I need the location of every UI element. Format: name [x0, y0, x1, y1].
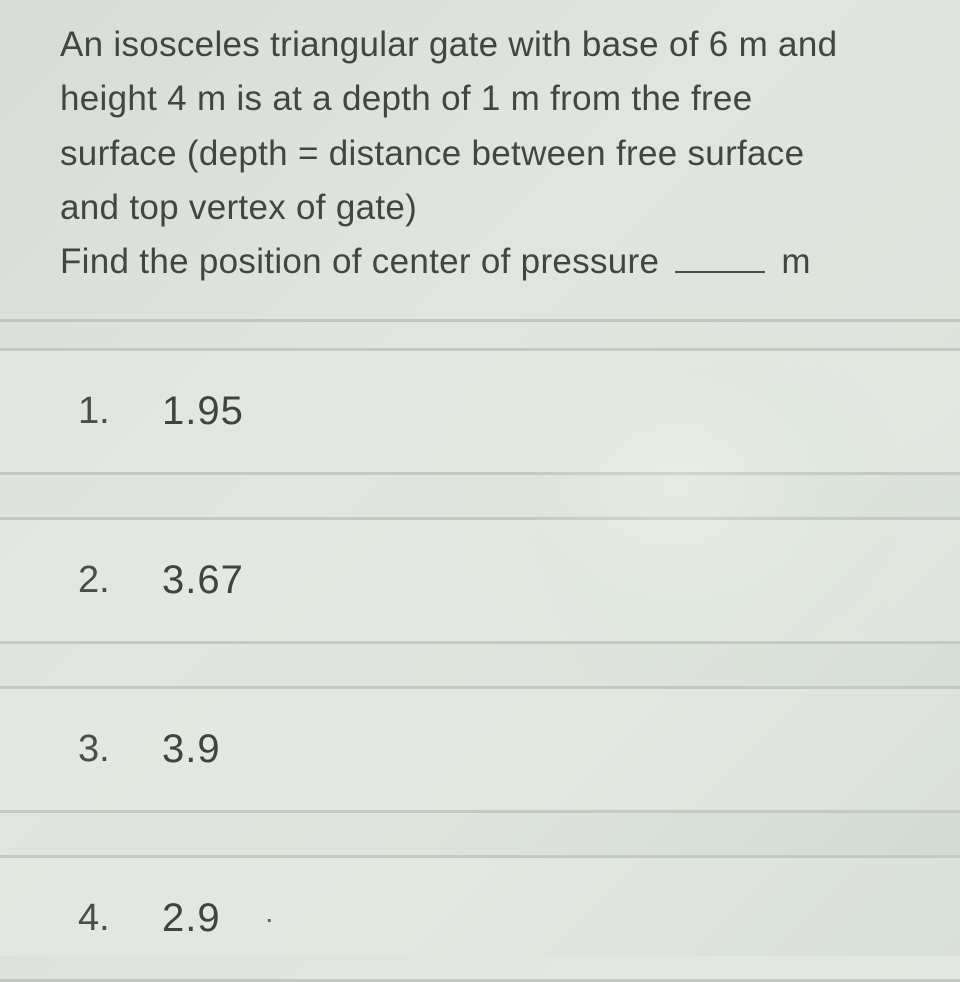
option-number: 3. — [78, 728, 124, 771]
question-prompt: Find the position of center of pressure … — [60, 235, 900, 289]
option-value: 3.9 — [162, 727, 221, 772]
option-3[interactable]: 3. 3.9 — [0, 686, 960, 813]
option-value: 2.9 — [162, 896, 221, 941]
option-2[interactable]: 2. 3.67 — [0, 517, 960, 644]
prompt-prefix: Find the position of center of pressure — [60, 242, 659, 281]
prompt-unit: m — [781, 242, 810, 281]
option-number: 2. — [78, 559, 124, 602]
option-number: 4. — [78, 897, 124, 940]
option-value: 3.67 — [162, 558, 244, 603]
question-line-2: height 4 m is at a depth of 1 m from the… — [60, 72, 900, 126]
question-line-3: surface (depth = distance between free s… — [60, 127, 900, 181]
option-value: 1.95 — [162, 389, 244, 434]
answer-blank[interactable] — [675, 271, 765, 273]
option-4[interactable]: 4. 2.9 · — [0, 855, 960, 982]
option-1[interactable]: 1. 1.95 — [0, 348, 960, 475]
trailing-mark: · — [265, 903, 274, 935]
options-list: 1. 1.95 2. 3.67 3. 3.9 4. 2.9 · — [0, 322, 960, 982]
question-line-4: and top vertex of gate) — [60, 181, 900, 235]
question-block: An isosceles triangular gate with base o… — [0, 0, 960, 322]
option-number: 1. — [78, 390, 124, 433]
question-line-1: An isosceles triangular gate with base o… — [60, 18, 900, 72]
